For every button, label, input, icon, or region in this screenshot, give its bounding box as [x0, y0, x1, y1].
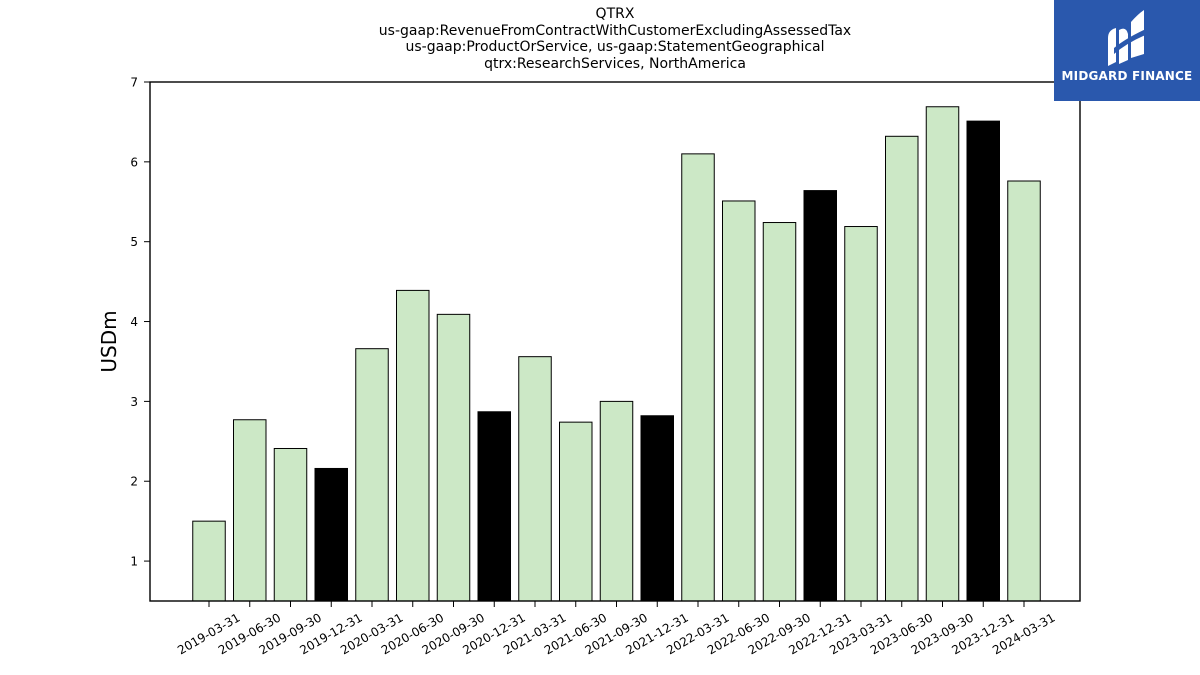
midgard-finance-logo: MIDGARD FINANCE — [1054, 0, 1200, 101]
y-tick-label: 3 — [130, 395, 138, 409]
bar-2019-06-30 — [233, 419, 267, 602]
plot-frame — [149, 81, 1081, 602]
y-tick-label: 7 — [130, 76, 138, 90]
bar-2021-06-30 — [559, 421, 593, 602]
bar-2020-06-30 — [396, 289, 430, 602]
y-tick-label: 4 — [130, 315, 138, 329]
bar-2021-12-31 — [640, 415, 674, 602]
chart-title-line-3: us-gaap:ProductOrService, us-gaap:Statem… — [405, 39, 825, 55]
y-axis-label: USDm — [97, 310, 121, 372]
midgard-logo-mark-icon — [1108, 10, 1148, 66]
bar-2022-12-31 — [803, 190, 837, 602]
logo-text: MIDGARD FINANCE — [1061, 69, 1193, 83]
bar-2020-09-30 — [436, 313, 471, 602]
chart-title-line-4: qtrx:ResearchServices, NorthAmerica — [484, 55, 746, 72]
bar-2022-06-30 — [722, 200, 756, 602]
y-tick-label: 1 — [130, 555, 138, 569]
bar-2023-03-31 — [844, 226, 878, 602]
bar-2021-03-31 — [518, 356, 552, 602]
bar-2019-12-31 — [314, 467, 348, 602]
bar-2020-03-31 — [355, 348, 389, 602]
bars-group — [192, 106, 1041, 602]
bar-2021-09-30 — [599, 400, 634, 602]
bar-2020-12-31 — [477, 411, 511, 602]
chart-title-line-2: us-gaap:RevenueFromContractWithCustomerE… — [378, 22, 852, 39]
bar-2023-12-31 — [966, 120, 1000, 602]
bar-2019-03-31 — [192, 520, 226, 602]
y-axis: 1 2 3 4 5 6 7 — [130, 76, 150, 569]
x-axis: 2019-03-312019-06-302019-09-302019-12-31… — [175, 601, 1058, 657]
y-tick-label: 2 — [130, 475, 138, 489]
bar-2019-09-30 — [273, 447, 308, 602]
chart-title: QTRX us-gaap:RevenueFromContractWithCust… — [265, 6, 965, 72]
bar-2022-03-31 — [681, 153, 715, 602]
chart-title-line-1: QTRX — [595, 6, 635, 22]
y-tick-label: 6 — [130, 155, 138, 169]
bar-2023-06-30 — [885, 135, 919, 602]
bar-2024-03-31 — [1007, 180, 1041, 602]
bar-2022-09-30 — [762, 222, 797, 602]
y-tick-label: 5 — [130, 235, 138, 249]
bar-2023-09-30 — [925, 106, 960, 602]
